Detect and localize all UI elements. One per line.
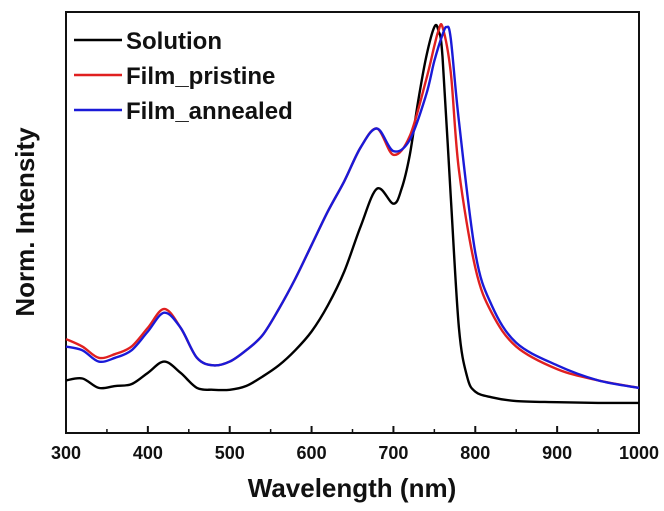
legend-label: Solution xyxy=(126,28,222,55)
x-axis-title: Wavelength (nm) xyxy=(248,473,456,503)
x-tick-label: 400 xyxy=(133,443,163,463)
x-tick-label: 900 xyxy=(542,443,572,463)
legend-label: Film_annealed xyxy=(126,98,293,125)
legend-label: Film_pristine xyxy=(126,63,275,90)
y-axis-title: Norm. Intensity xyxy=(10,127,40,317)
x-axis-tick-labels: 300 400 500 600 700 800 900 1000 xyxy=(51,443,659,463)
x-tick-label: 700 xyxy=(378,443,408,463)
legend: Solution Film_pristine Film_annealed xyxy=(74,28,293,125)
x-axis-ticks xyxy=(65,426,640,433)
series-line-solution xyxy=(65,23,640,405)
x-tick-label: 300 xyxy=(51,443,81,463)
x-tick-label: 800 xyxy=(460,443,490,463)
series-line-film-annealed xyxy=(65,25,640,390)
x-tick-label: 1000 xyxy=(619,443,659,463)
x-tick-label: 500 xyxy=(215,443,245,463)
x-tick-label: 600 xyxy=(297,443,327,463)
series-lines xyxy=(65,23,640,405)
